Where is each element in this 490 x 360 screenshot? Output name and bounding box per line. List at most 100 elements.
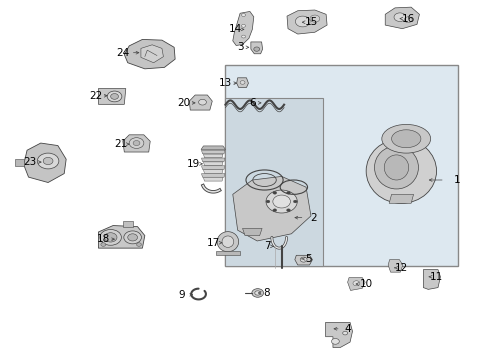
Circle shape [331,338,339,344]
Text: 17: 17 [207,238,220,248]
Text: 7: 7 [264,241,270,251]
Circle shape [100,229,122,245]
Circle shape [242,24,245,27]
Polygon shape [243,228,262,235]
Circle shape [43,157,53,165]
Circle shape [107,91,122,102]
Polygon shape [15,159,24,166]
Ellipse shape [384,155,409,180]
Polygon shape [347,278,365,291]
Ellipse shape [366,139,437,203]
Circle shape [394,13,406,22]
Polygon shape [98,226,145,248]
Text: 9: 9 [178,290,185,300]
Polygon shape [326,322,352,347]
Circle shape [254,47,260,51]
Polygon shape [201,150,225,154]
Polygon shape [123,135,150,152]
Circle shape [198,99,206,105]
Text: 10: 10 [360,279,373,289]
Polygon shape [225,65,458,266]
Circle shape [273,192,277,194]
Circle shape [104,233,117,242]
Circle shape [266,190,297,213]
Polygon shape [233,12,254,45]
Ellipse shape [392,130,421,148]
Circle shape [287,192,291,194]
Circle shape [273,209,277,212]
Polygon shape [123,221,133,226]
Polygon shape [225,98,323,266]
Polygon shape [201,166,225,170]
Circle shape [240,81,245,84]
Text: 1: 1 [454,175,461,185]
Polygon shape [203,177,223,181]
Text: 21: 21 [114,139,127,149]
Polygon shape [201,146,225,149]
Polygon shape [98,89,126,104]
Circle shape [295,16,310,27]
Circle shape [294,200,297,203]
Polygon shape [141,45,163,63]
Text: 24: 24 [116,48,129,58]
Text: 2: 2 [310,213,317,222]
Circle shape [255,291,261,295]
Polygon shape [233,176,311,241]
Text: 19: 19 [187,159,200,169]
Text: 5: 5 [305,254,312,264]
Text: 6: 6 [249,98,256,108]
Circle shape [129,138,144,148]
Polygon shape [24,143,66,183]
Circle shape [242,14,245,17]
Polygon shape [203,162,223,166]
Polygon shape [385,7,419,29]
Polygon shape [251,42,263,54]
Circle shape [252,289,264,297]
Circle shape [111,94,119,99]
Polygon shape [201,174,225,177]
Circle shape [101,243,106,246]
Text: 22: 22 [89,91,102,101]
Polygon shape [287,10,327,34]
Circle shape [266,200,270,203]
Ellipse shape [374,146,418,189]
Polygon shape [389,194,414,203]
Text: 18: 18 [97,234,110,244]
Polygon shape [189,95,212,110]
Circle shape [343,331,347,335]
Circle shape [128,234,138,241]
Polygon shape [203,170,223,173]
Circle shape [124,231,142,244]
Circle shape [242,35,245,38]
Circle shape [404,17,412,23]
Circle shape [137,243,142,246]
Ellipse shape [217,231,239,252]
Circle shape [273,195,291,208]
Text: 3: 3 [237,42,244,52]
Circle shape [37,153,59,169]
Text: 11: 11 [430,272,443,282]
Text: 20: 20 [177,98,191,108]
Circle shape [133,140,140,145]
Circle shape [300,257,307,262]
Polygon shape [295,255,313,265]
Text: 13: 13 [219,78,232,88]
Polygon shape [124,40,175,69]
Circle shape [310,15,320,22]
Polygon shape [388,260,403,272]
Polygon shape [423,270,441,289]
Polygon shape [203,154,223,158]
Circle shape [287,209,291,212]
Text: 23: 23 [24,157,37,167]
Ellipse shape [382,125,431,153]
Text: 8: 8 [264,288,270,298]
Polygon shape [201,158,225,162]
Bar [216,251,240,255]
Text: 14: 14 [229,24,242,35]
Text: 4: 4 [344,324,351,334]
Circle shape [353,281,360,286]
Text: 16: 16 [402,14,416,24]
Ellipse shape [222,236,234,247]
Text: 12: 12 [395,263,408,273]
Text: 15: 15 [304,17,318,27]
